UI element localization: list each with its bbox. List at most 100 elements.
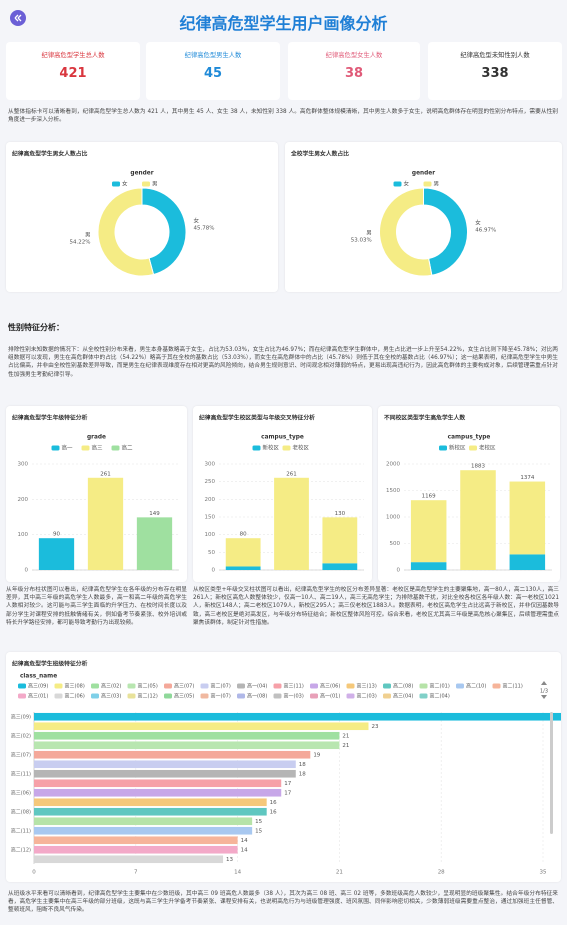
chart-title: 不同校区类型学生高危学生人数 bbox=[384, 414, 465, 422]
kpi-card: 纪律高危型女生人数 38 bbox=[288, 42, 420, 100]
bar-value-label: 149 bbox=[149, 511, 160, 517]
legend-label: 高三(07) bbox=[174, 683, 194, 690]
legend-swatch bbox=[18, 693, 26, 699]
legend-swatch bbox=[310, 693, 318, 699]
slice-category: 女 bbox=[475, 219, 481, 227]
legend-swatch bbox=[423, 181, 432, 187]
legend-label: 高三(06) bbox=[320, 683, 340, 690]
legend-swatch bbox=[383, 683, 391, 689]
legend-label: 新校区 bbox=[449, 444, 466, 452]
legend-label: 高二(11) bbox=[503, 683, 523, 690]
legend-label: 高三(05) bbox=[174, 693, 194, 700]
chart-panel: 纪律高危型学生班级特征分析 class_name 高三(09) 高三(08) 高三(02… bbox=[6, 652, 567, 882]
bar-segment bbox=[274, 477, 309, 570]
y-tick-label: 高三(11) bbox=[11, 770, 31, 777]
bar-value-label: 23 bbox=[371, 724, 378, 730]
bar-value-label: 15 bbox=[255, 828, 262, 834]
legend-label: 高三(13) bbox=[357, 683, 377, 690]
bar-value-label: 18 bbox=[299, 762, 306, 768]
kpi-label: 纪律高危型学生总人数 bbox=[41, 52, 105, 59]
legend-label: 高三(08) bbox=[65, 683, 85, 690]
bar-value-label: 261 bbox=[286, 471, 297, 477]
legend-swatch bbox=[282, 445, 291, 451]
legend-label: 高二(10) bbox=[466, 683, 486, 690]
bar-value-label: 1374 bbox=[520, 475, 534, 481]
y-tick-label: 50 bbox=[208, 550, 215, 556]
bar-value-label: 130 bbox=[335, 511, 346, 517]
bar-value-label: 13 bbox=[226, 857, 233, 863]
legend-label: 高三(09) bbox=[28, 683, 48, 690]
bar bbox=[34, 750, 311, 759]
section-heading: 性别特征分析： bbox=[8, 323, 64, 332]
y-tick-label: 0 bbox=[212, 568, 216, 574]
legend-label: 老校区 bbox=[479, 444, 496, 452]
bar-value-label: 16 bbox=[270, 809, 277, 815]
slice-value-label: 53.03% bbox=[351, 237, 372, 243]
bar bbox=[34, 788, 282, 797]
legend-swatch bbox=[164, 683, 172, 689]
donut-slice bbox=[423, 187, 468, 276]
y-tick-label: 300 bbox=[205, 462, 216, 468]
menu-icon[interactable] bbox=[9, 9, 27, 27]
bar-value-label: 19 bbox=[313, 752, 320, 758]
chart-panel: 纪律高危型学生男女人数占比 gender 女男女 45.78% 男 54.22% bbox=[6, 142, 278, 292]
bar-value-label: 17 bbox=[284, 790, 291, 796]
kpi-card: 纪律高危型未知性别人数 338 bbox=[428, 42, 562, 100]
bar-segment bbox=[410, 562, 447, 570]
kpi-label: 纪律高危型男生人数 bbox=[184, 52, 242, 59]
legend-page-up[interactable] bbox=[541, 681, 547, 685]
legend-swatch bbox=[142, 181, 150, 187]
legend-title: class_name bbox=[20, 674, 57, 680]
kpi-value: 45 bbox=[203, 66, 223, 81]
y-tick-label: 1500 bbox=[386, 488, 400, 494]
slice-category: 男 bbox=[366, 229, 372, 236]
bar-segment bbox=[225, 538, 261, 567]
legend-label: 高三(02) bbox=[101, 683, 121, 690]
legend-swatch bbox=[81, 445, 90, 451]
bar bbox=[34, 741, 340, 750]
chart: 纪律高危型学生年级特征分析 grade 高一 高三 高二 0 100 200 300 90 261 1… bbox=[12, 414, 179, 574]
bar-segment bbox=[225, 566, 261, 570]
bar bbox=[34, 817, 253, 826]
legend-label: 高一(03) bbox=[284, 693, 304, 700]
slice-category: 女 bbox=[194, 217, 200, 225]
legend-swatch bbox=[346, 693, 355, 699]
slice-category: 男 bbox=[85, 231, 91, 238]
legend-swatch bbox=[164, 693, 172, 699]
chart-panel: 不同校区类型学生高危学生人数 campus_type 新校区 老校区 0 500 1000 1… bbox=[378, 406, 560, 582]
bar-segment bbox=[322, 517, 358, 564]
bar-segment bbox=[410, 500, 447, 563]
chart: 不同校区类型学生高危学生人数 campus_type 新校区 老校区 0 500 1000 1… bbox=[384, 414, 552, 574]
legend-label: 女 bbox=[404, 180, 410, 188]
bar-value-label: 15 bbox=[255, 819, 262, 825]
kpi-label: 纪律高危型女生人数 bbox=[325, 52, 383, 59]
y-tick-label: 高三(02) bbox=[11, 732, 31, 739]
legend-label: 高二(05) bbox=[138, 683, 158, 690]
bar-value-label: 21 bbox=[342, 733, 349, 739]
x-tick-label: 14 bbox=[234, 870, 241, 876]
legend-page-down[interactable] bbox=[541, 695, 547, 699]
bar-value-label: 14 bbox=[241, 838, 248, 844]
y-tick-label: 250 bbox=[205, 479, 216, 485]
legend-label: 高三(01) bbox=[28, 693, 48, 700]
bar bbox=[34, 798, 267, 807]
legend-label: 男 bbox=[434, 181, 440, 188]
legend-swatch bbox=[111, 445, 120, 451]
y-tick-label: 500 bbox=[390, 541, 401, 547]
bar bbox=[34, 836, 238, 845]
legend-swatch bbox=[273, 683, 282, 689]
chart-panel: 全校学生男女人数占比 gender 女男女 46.97% 男 53.03% bbox=[285, 142, 562, 292]
y-tick-label: 100 bbox=[18, 532, 29, 538]
bar-value-label: 17 bbox=[284, 781, 291, 787]
y-tick-label: 高三(07) bbox=[11, 751, 31, 758]
chart: 纪律高危型学生校区类型与年级交叉特征分析 campus_type 新校区 老校区 0 50… bbox=[199, 414, 364, 574]
bar bbox=[38, 538, 75, 570]
bar bbox=[136, 517, 173, 570]
y-tick-label: 0 bbox=[397, 568, 401, 574]
x-tick-label: 7 bbox=[134, 870, 138, 876]
chart: 纪律高危型学生班级特征分析 class_name 高三(09) 高三(08) 高三(02… bbox=[11, 660, 567, 876]
grade-text: 从年级分布柱状图可以看出，纪律高危型学生在各年级的分布存在明显差异，其中高三年级… bbox=[6, 587, 187, 626]
slice-value-label: 54.22% bbox=[69, 239, 90, 245]
legend-swatch bbox=[419, 683, 428, 689]
